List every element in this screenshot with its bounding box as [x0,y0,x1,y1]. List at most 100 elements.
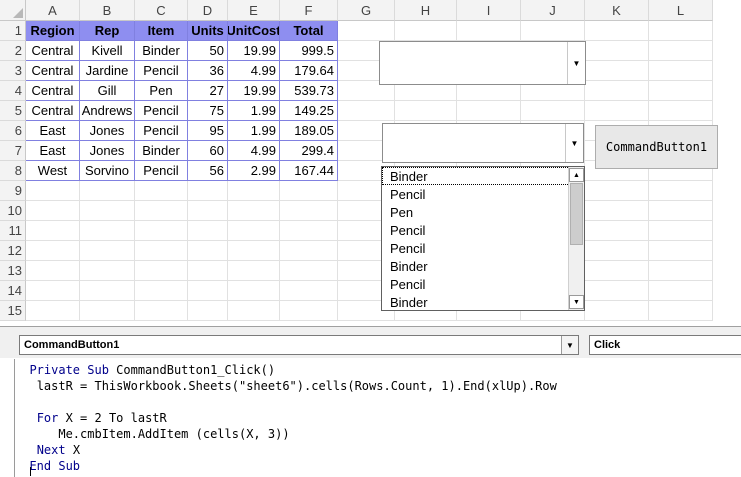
cell-b12[interactable] [80,241,135,261]
cell-e5[interactable]: 1.99 [228,101,280,121]
column-header-l[interactable]: L [649,0,713,21]
cell-c11[interactable] [135,221,188,241]
cell-e6[interactable]: 1.99 [228,121,280,141]
cell-g4[interactable] [338,81,395,101]
dropdown-list-item[interactable]: Pen [390,204,414,220]
cell-d12[interactable] [188,241,228,261]
cell-k15[interactable] [585,301,649,321]
cell-c13[interactable] [135,261,188,281]
chevron-down-icon[interactable]: ▼ [567,42,585,84]
dropdown-list-item[interactable]: Pencil [390,276,426,292]
cell-c5[interactable]: Pencil [135,101,188,121]
cell-c2[interactable]: Binder [135,41,188,61]
row-header-1[interactable]: 1 [0,21,26,41]
row-header-9[interactable]: 9 [0,181,26,201]
cell-c14[interactable] [135,281,188,301]
cell-b2[interactable]: Kivell [80,41,135,61]
cell-e14[interactable] [228,281,280,301]
cell-a8[interactable]: West [26,161,80,181]
cell-e8[interactable]: 2.99 [228,161,280,181]
combobox-empty[interactable]: ▼ [379,41,586,85]
cell-l9[interactable] [649,181,713,201]
column-header-f[interactable]: F [280,0,338,21]
row-header-11[interactable]: 11 [0,221,26,241]
cell-a15[interactable] [26,301,80,321]
dropdown-list-item[interactable]: Pencil [390,222,426,238]
column-header-k[interactable]: K [585,0,649,21]
cell-e11[interactable] [228,221,280,241]
cell-b13[interactable] [80,261,135,281]
cell-c9[interactable] [135,181,188,201]
cell-a10[interactable] [26,201,80,221]
scroll-up-arrow-icon[interactable]: ▲ [569,168,584,182]
row-header-6[interactable]: 6 [0,121,26,141]
cell-h4[interactable] [395,81,457,101]
cell-l14[interactable] [649,281,713,301]
code-line[interactable]: End Sub [15,458,80,474]
row-header-4[interactable]: 4 [0,81,26,101]
cell-e3[interactable]: 4.99 [228,61,280,81]
row-header-2[interactable]: 2 [0,41,26,61]
vba-code-editor[interactable]: CommandButton1 ▼ Click Private Sub Comma… [0,326,741,477]
cell-a13[interactable] [26,261,80,281]
code-line[interactable]: For X = 2 To lastR [15,410,167,426]
cell-j5[interactable] [521,101,585,121]
cell-b6[interactable]: Jones [80,121,135,141]
cell-l10[interactable] [649,201,713,221]
column-header-c[interactable]: C [135,0,188,21]
dropdown-list-item[interactable]: Binder [390,294,428,310]
cell-k14[interactable] [585,281,649,301]
cell-a4[interactable]: Central [26,81,80,101]
cell-d15[interactable] [188,301,228,321]
cell-b14[interactable] [80,281,135,301]
cell-a5[interactable]: Central [26,101,80,121]
cell-f12[interactable] [280,241,338,261]
code-line[interactable]: lastR = ThisWorkbook.Sheets("sheet6").ce… [15,378,557,394]
row-header-12[interactable]: 12 [0,241,26,261]
cell-f9[interactable] [280,181,338,201]
cell-i5[interactable] [457,101,521,121]
column-header-e[interactable]: E [228,0,280,21]
cell-f13[interactable] [280,261,338,281]
code-line[interactable]: Private Sub CommandButton1_Click() [15,362,275,378]
select-all-corner[interactable] [0,0,26,21]
cell-b9[interactable] [80,181,135,201]
cell-c7[interactable]: Binder [135,141,188,161]
cell-b7[interactable]: Jones [80,141,135,161]
cell-d10[interactable] [188,201,228,221]
column-header-g[interactable]: G [338,0,395,21]
cell-k5[interactable] [585,101,649,121]
cell-d5[interactable]: 75 [188,101,228,121]
dropdown-list-item[interactable]: Pencil [390,240,426,256]
cell-e13[interactable] [228,261,280,281]
cell-h1[interactable] [395,21,457,41]
row-header-15[interactable]: 15 [0,301,26,321]
cell-f8[interactable]: 167.44 [280,161,338,181]
cell-d3[interactable]: 36 [188,61,228,81]
cell-b8[interactable]: Sorvino [80,161,135,181]
dropdown-list-item[interactable]: Pencil [390,186,426,202]
cell-l8[interactable] [649,161,713,181]
cell-e10[interactable] [228,201,280,221]
command-button-1[interactable]: CommandButton1 [595,125,718,169]
item-combobox-dropdown-list[interactable]: Binder Pencil Pen Pencil Pencil Binder Pencil B… [381,166,585,311]
scrollbar-thumb[interactable] [570,183,583,245]
cell-f14[interactable] [280,281,338,301]
cell-c6[interactable]: Pencil [135,121,188,141]
cell-f15[interactable] [280,301,338,321]
cell-c3[interactable]: Pencil [135,61,188,81]
cell-e12[interactable] [228,241,280,261]
cell-a6[interactable]: East [26,121,80,141]
cell-i1[interactable] [457,21,521,41]
cell-l12[interactable] [649,241,713,261]
cell-d1[interactable]: Units [188,21,228,41]
cell-d9[interactable] [188,181,228,201]
cell-c4[interactable]: Pen [135,81,188,101]
column-header-d[interactable]: D [188,0,228,21]
cell-g5[interactable] [338,101,395,121]
cell-a14[interactable] [26,281,80,301]
cell-d6[interactable]: 95 [188,121,228,141]
cell-l5[interactable] [649,101,713,121]
row-header-10[interactable]: 10 [0,201,26,221]
cell-d8[interactable]: 56 [188,161,228,181]
